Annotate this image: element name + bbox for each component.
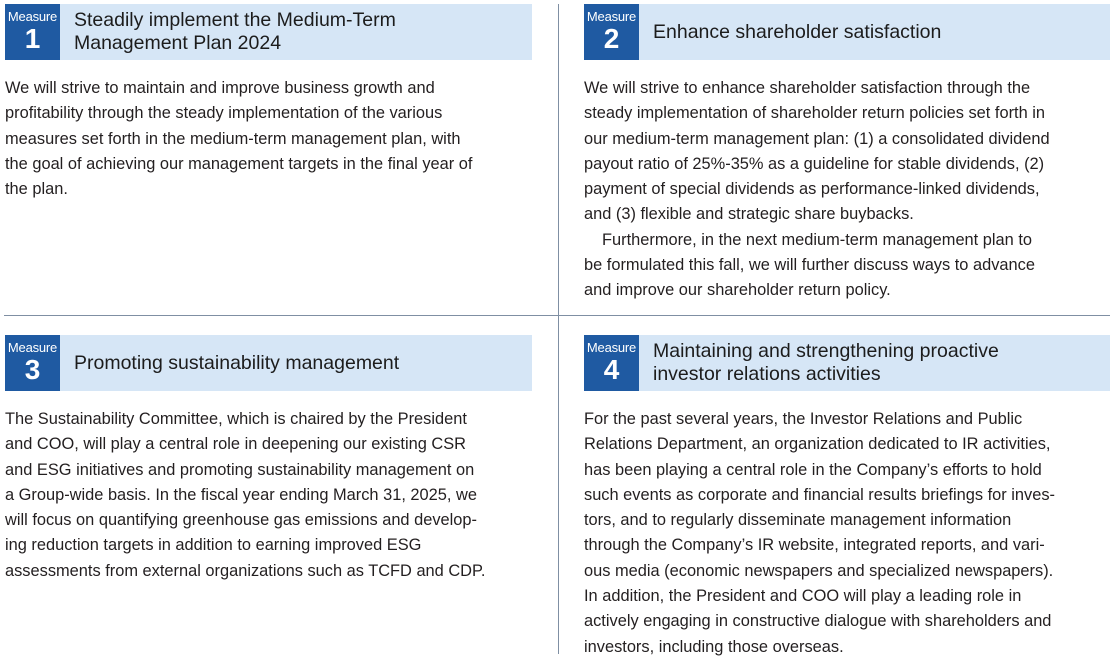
body-line: and COO, will play a central role in dee… xyxy=(5,435,466,454)
body-line: tors, and to regularly disseminate manag… xyxy=(584,511,1012,530)
measure-4-title: Maintaining and strengthening proactive … xyxy=(639,335,1007,391)
measure-1-body: We will strive to maintain and improve b… xyxy=(5,76,532,202)
title-line: Steadily implement the Medium-Term xyxy=(74,9,396,31)
body-line: the plan. xyxy=(5,180,68,199)
measure-2-body: We will strive to enhance shareholder sa… xyxy=(584,76,1110,304)
body-line: ous media (economic newspapers and speci… xyxy=(584,561,1054,580)
measure-3-header: Measure 3 Promoting sustainability manag… xyxy=(5,335,532,391)
body-line: Relations Department, an organization de… xyxy=(584,435,1051,454)
body-line: We will strive to enhance shareholder sa… xyxy=(584,79,1031,97)
body-line: The Sustainability Committee, which is c… xyxy=(5,410,467,428)
body-line: actively engaging in constructive dialog… xyxy=(584,612,1052,631)
measure-number: 4 xyxy=(603,354,620,385)
measure-2-header: Measure 2 Enhance shareholder satisfacti… xyxy=(584,4,1110,60)
body-line: measures set forth in the medium-term ma… xyxy=(5,129,461,148)
body-line: and ESG initiatives and promoting sustai… xyxy=(5,460,475,479)
measure-badge-label: Measure xyxy=(7,9,58,24)
body-line: payout ratio of 25%-35% as a guideline f… xyxy=(584,154,1045,173)
body-line: be formulated this fall, we will further… xyxy=(584,256,1035,275)
measure-number: 3 xyxy=(24,354,41,385)
body-line: our medium-term management plan: (1) a c… xyxy=(584,129,1050,148)
measure-4-header: Measure 4 Maintaining and strengthening … xyxy=(584,335,1110,391)
body-line: ing reduction targets in addition to ear… xyxy=(5,536,422,555)
title-line: Promoting sustainability management xyxy=(74,351,400,374)
measure-badge-label: Measure xyxy=(586,9,637,24)
title-line: Maintaining and strengthening proactive xyxy=(653,340,999,362)
measure-4-panel: Measure 4 Maintaining and strengthening … xyxy=(584,335,1110,660)
measure-2-title: Enhance shareholder satisfaction xyxy=(639,4,949,60)
measure-4-body: For the past several years, the Investor… xyxy=(584,407,1110,660)
measure-2-badge: Measure 2 xyxy=(584,4,639,60)
body-line: such events as corporate and financial r… xyxy=(584,485,1056,504)
measure-1-panel: Measure 1 Steadily implement the Medium-… xyxy=(5,4,532,202)
body-line: profitability through the steady impleme… xyxy=(5,104,443,123)
title-line: investor relations activities xyxy=(653,363,881,385)
body-line: will focus on quantifying greenhouse gas… xyxy=(5,511,477,530)
measure-3-body: The Sustainability Committee, which is c… xyxy=(5,407,532,584)
measure-badge-label: Measure xyxy=(7,340,58,355)
title-line: Management Plan 2024 xyxy=(74,32,282,54)
measure-3-badge: Measure 3 xyxy=(5,335,60,391)
body-line: assessments from external organizations … xyxy=(5,561,486,580)
body-line: a Group-wide basis. In the fiscal year e… xyxy=(5,485,477,504)
measure-badge-label: Measure xyxy=(586,340,637,355)
body-line: through the Company’s IR website, integr… xyxy=(584,536,1045,555)
measure-3-panel: Measure 3 Promoting sustainability manag… xyxy=(5,335,532,584)
body-line: payment of special dividends as performa… xyxy=(584,180,1040,199)
vertical-divider xyxy=(558,4,559,654)
body-line: the goal of achieving our management tar… xyxy=(5,154,473,173)
body-line: investors, including those overseas. xyxy=(584,637,844,656)
body-line: and improve our shareholder return polic… xyxy=(584,281,891,300)
measure-1-badge: Measure 1 xyxy=(5,4,60,60)
body-line: steady implementation of shareholder ret… xyxy=(584,104,1046,123)
measure-1-title: Steadily implement the Medium-Term Manag… xyxy=(60,4,404,60)
body-line: We will strive to maintain and improve b… xyxy=(5,79,435,97)
measure-1-header: Measure 1 Steadily implement the Medium-… xyxy=(5,4,532,60)
body-line: For the past several years, the Investor… xyxy=(584,410,1023,428)
measure-3-title: Promoting sustainability management xyxy=(60,335,407,391)
body-line: and (3) flexible and strategic share buy… xyxy=(584,205,914,224)
body-line: In addition, the President and COO will … xyxy=(584,587,1022,606)
body-line: has been playing a central role in the C… xyxy=(584,460,1042,479)
measure-number: 2 xyxy=(603,23,620,54)
measure-4-badge: Measure 4 xyxy=(584,335,639,391)
horizontal-divider xyxy=(4,315,1110,316)
measure-number: 1 xyxy=(24,23,41,54)
measure-2-panel: Measure 2 Enhance shareholder satisfacti… xyxy=(584,4,1110,304)
title-line: Enhance shareholder satisfaction xyxy=(653,20,942,43)
body-line: Furthermore, in the next medium-term man… xyxy=(602,230,1032,249)
